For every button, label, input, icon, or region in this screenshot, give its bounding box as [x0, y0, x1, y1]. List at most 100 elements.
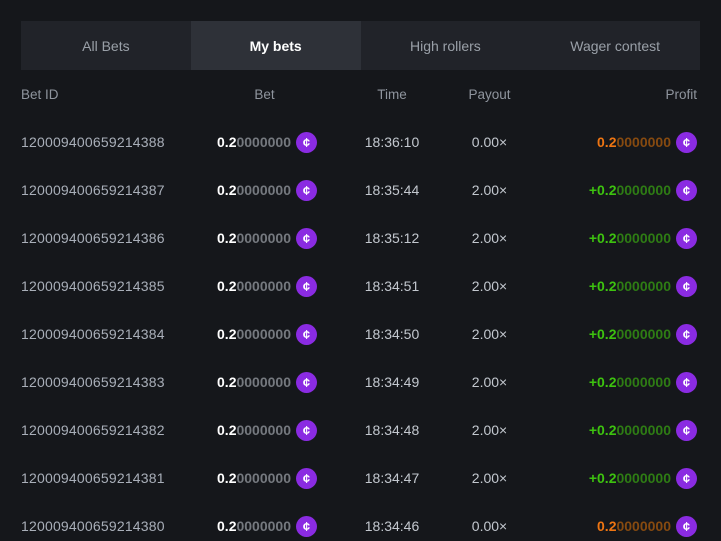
profit-zeros: 0000000	[616, 326, 671, 342]
tab-high-rollers[interactable]: High rollers	[409, 37, 481, 54]
bet-payout: 2.00×	[471, 422, 508, 438]
bet-id: 120009400659214384	[21, 326, 165, 342]
profit-significant: +0.2	[588, 182, 617, 198]
bet-payout: 0.00×	[471, 134, 508, 150]
coin-icon: ¢	[296, 467, 317, 489]
bet-profit: +0.2 0000000 ¢	[537, 227, 697, 249]
tab-all-bets[interactable]: All Bets	[82, 37, 130, 54]
bet-amount-zeros: 0000000	[236, 326, 291, 342]
bet-amount: 0.2 0000000 ¢	[212, 179, 317, 201]
table-row[interactable]: 120009400659214385 0.2 0000000 ¢ 18:34:51 2.0…	[0, 262, 721, 310]
bet-time: 18:35:12	[364, 230, 420, 246]
bet-amount-significant: 0.2	[217, 230, 237, 246]
bet-id: 120009400659214386	[21, 230, 165, 246]
coin-icon: ¢	[296, 419, 317, 441]
coin-icon: ¢	[296, 179, 317, 201]
bet-time: 18:34:48	[364, 422, 420, 438]
col-header-profit: Profit	[665, 86, 697, 102]
bet-amount-significant: 0.2	[217, 134, 237, 150]
table-row[interactable]: 120009400659214382 0.2 0000000 ¢ 18:34:48 2.0…	[0, 406, 721, 454]
bet-payout: 2.00×	[471, 182, 508, 198]
bet-id: 120009400659214383	[21, 374, 165, 390]
bet-profit: +0.2 0000000 ¢	[537, 179, 697, 201]
bet-amount-zeros: 0000000	[236, 422, 291, 438]
bet-amount-zeros: 0000000	[236, 182, 291, 198]
coin-icon: ¢	[676, 419, 697, 441]
table-row[interactable]: 120009400659214386 0.2 0000000 ¢ 18:35:12 2.0…	[0, 214, 721, 262]
bet-profit: +0.2 0000000 ¢	[537, 419, 697, 441]
bet-time: 18:34:50	[364, 326, 420, 342]
bet-id: 120009400659214381	[21, 470, 165, 486]
bet-profit: +0.2 0000000 ¢	[537, 323, 697, 345]
bet-amount-significant: 0.2	[217, 470, 237, 486]
bet-amount-zeros: 0000000	[236, 134, 291, 150]
bet-id: 120009400659214380	[21, 518, 165, 534]
bet-amount-significant: 0.2	[217, 374, 237, 390]
coin-icon: ¢	[676, 467, 697, 489]
coin-icon: ¢	[296, 275, 317, 297]
bet-id: 120009400659214382	[21, 422, 165, 438]
bet-amount: 0.2 0000000 ¢	[212, 515, 317, 537]
col-header-bet: Bet	[254, 86, 275, 102]
table-row[interactable]: 120009400659214383 0.2 0000000 ¢ 18:34:49 2.0…	[0, 358, 721, 406]
tab-my-bets[interactable]: My bets	[190, 21, 361, 70]
coin-icon: ¢	[676, 131, 697, 153]
col-header-payout: Payout	[468, 86, 511, 102]
profit-zeros: 0000000	[616, 230, 671, 246]
profit-zeros: 0000000	[616, 182, 671, 198]
bet-payout: 0.00×	[471, 518, 508, 534]
coin-icon: ¢	[676, 179, 697, 201]
coin-icon: ¢	[296, 371, 317, 393]
coin-icon: ¢	[296, 131, 317, 153]
bet-amount-zeros: 0000000	[236, 374, 291, 390]
coin-icon: ¢	[676, 275, 697, 297]
table-row[interactable]: 120009400659214388 0.2 0000000 ¢ 18:36:10 0.0…	[0, 118, 721, 166]
coin-icon: ¢	[296, 227, 317, 249]
bets-table-body: 120009400659214388 0.2 0000000 ¢ 18:36:10 0.0…	[0, 118, 721, 541]
bet-profit: 0.2 0000000 ¢	[537, 131, 697, 153]
bet-amount: 0.2 0000000 ¢	[212, 467, 317, 489]
bet-profit: +0.2 0000000 ¢	[537, 275, 697, 297]
coin-icon: ¢	[676, 371, 697, 393]
bet-amount: 0.2 0000000 ¢	[212, 371, 317, 393]
profit-significant: +0.2	[588, 470, 617, 486]
bet-id: 120009400659214388	[21, 134, 165, 150]
bet-amount-zeros: 0000000	[236, 278, 291, 294]
bet-amount-zeros: 0000000	[236, 518, 291, 534]
profit-significant: 0.2	[597, 518, 617, 534]
bet-amount-significant: 0.2	[217, 278, 237, 294]
profit-significant: +0.2	[588, 326, 617, 342]
tab-wager-contest[interactable]: Wager contest	[570, 37, 660, 54]
col-header-bet-id: Bet ID	[21, 86, 59, 102]
bet-payout: 2.00×	[471, 374, 508, 390]
profit-zeros: 0000000	[616, 374, 671, 390]
bet-id: 120009400659214385	[21, 278, 165, 294]
coin-icon: ¢	[676, 227, 697, 249]
table-row[interactable]: 120009400659214381 0.2 0000000 ¢ 18:34:47 2.0…	[0, 454, 721, 502]
bet-time: 18:35:44	[364, 182, 420, 198]
bet-time: 18:34:49	[364, 374, 420, 390]
bet-profit: +0.2 0000000 ¢	[537, 371, 697, 393]
bet-amount-significant: 0.2	[217, 182, 237, 198]
coin-icon: ¢	[296, 515, 317, 537]
bet-amount-significant: 0.2	[217, 422, 237, 438]
profit-significant: +0.2	[588, 374, 617, 390]
bet-amount-significant: 0.2	[217, 326, 237, 342]
bet-payout: 2.00×	[471, 278, 508, 294]
col-header-time: Time	[377, 86, 407, 102]
bet-amount-significant: 0.2	[217, 518, 237, 534]
table-row[interactable]: 120009400659214384 0.2 0000000 ¢ 18:34:50 2.0…	[0, 310, 721, 358]
bet-amount: 0.2 0000000 ¢	[212, 275, 317, 297]
bet-payout: 2.00×	[471, 470, 508, 486]
profit-significant: 0.2	[597, 134, 617, 150]
table-row[interactable]: 120009400659214387 0.2 0000000 ¢ 18:35:44 2.0…	[0, 166, 721, 214]
profit-zeros: 0000000	[616, 470, 671, 486]
bet-time: 18:34:46	[364, 518, 420, 534]
bet-time: 18:34:47	[364, 470, 420, 486]
bet-amount-zeros: 0000000	[236, 470, 291, 486]
table-row[interactable]: 120009400659214380 0.2 0000000 ¢ 18:34:46 0.0…	[0, 502, 721, 541]
bet-amount: 0.2 0000000 ¢	[212, 131, 317, 153]
profit-significant: +0.2	[588, 422, 617, 438]
profit-zeros: 0000000	[616, 278, 671, 294]
profit-significant: +0.2	[588, 230, 617, 246]
